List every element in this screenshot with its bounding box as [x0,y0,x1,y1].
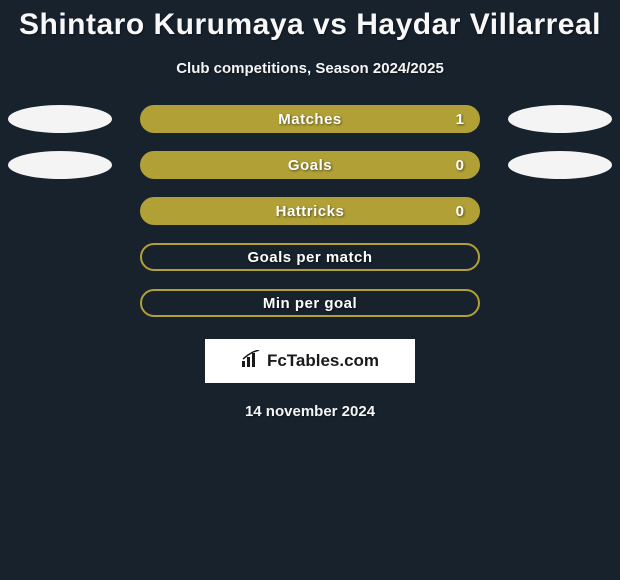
right-pill [508,151,612,179]
footer-date: 14 november 2024 [245,403,375,420]
stat-label: Min per goal [263,295,357,312]
stat-label: Hattricks [276,203,345,220]
stat-value: 1 [456,111,464,128]
stat-row-mpg: Min per goal [0,289,620,317]
stat-label: Matches [278,111,342,128]
infographic-container: Shintaro Kurumaya vs Haydar Villarreal C… [0,0,620,420]
stats-area: Matches 1 Goals 0 Hattricks 0 Goals per … [0,105,620,317]
stat-row-goals: Goals 0 [0,151,620,179]
stat-row-matches: Matches 1 [0,105,620,133]
subtitle: Club competitions, Season 2024/2025 [176,60,444,77]
left-pill [8,105,112,133]
stat-label: Goals per match [247,249,372,266]
right-pill [508,105,612,133]
page-title: Shintaro Kurumaya vs Haydar Villarreal [19,8,601,42]
stat-bar: Matches 1 [140,105,480,133]
stat-bar: Goals 0 [140,151,480,179]
logo-box: FcTables.com [205,339,415,383]
stat-value: 0 [456,157,464,174]
stat-bar: Goals per match [140,243,480,271]
stat-bar: Hattricks 0 [140,197,480,225]
stat-label: Goals [288,157,332,174]
logo: FcTables.com [241,350,379,373]
stat-row-gpm: Goals per match [0,243,620,271]
chart-icon [241,350,263,373]
left-pill [8,151,112,179]
stat-value: 0 [456,203,464,220]
stat-bar: Min per goal [140,289,480,317]
logo-text-label: FcTables.com [267,351,379,371]
stat-row-hattricks: Hattricks 0 [0,197,620,225]
